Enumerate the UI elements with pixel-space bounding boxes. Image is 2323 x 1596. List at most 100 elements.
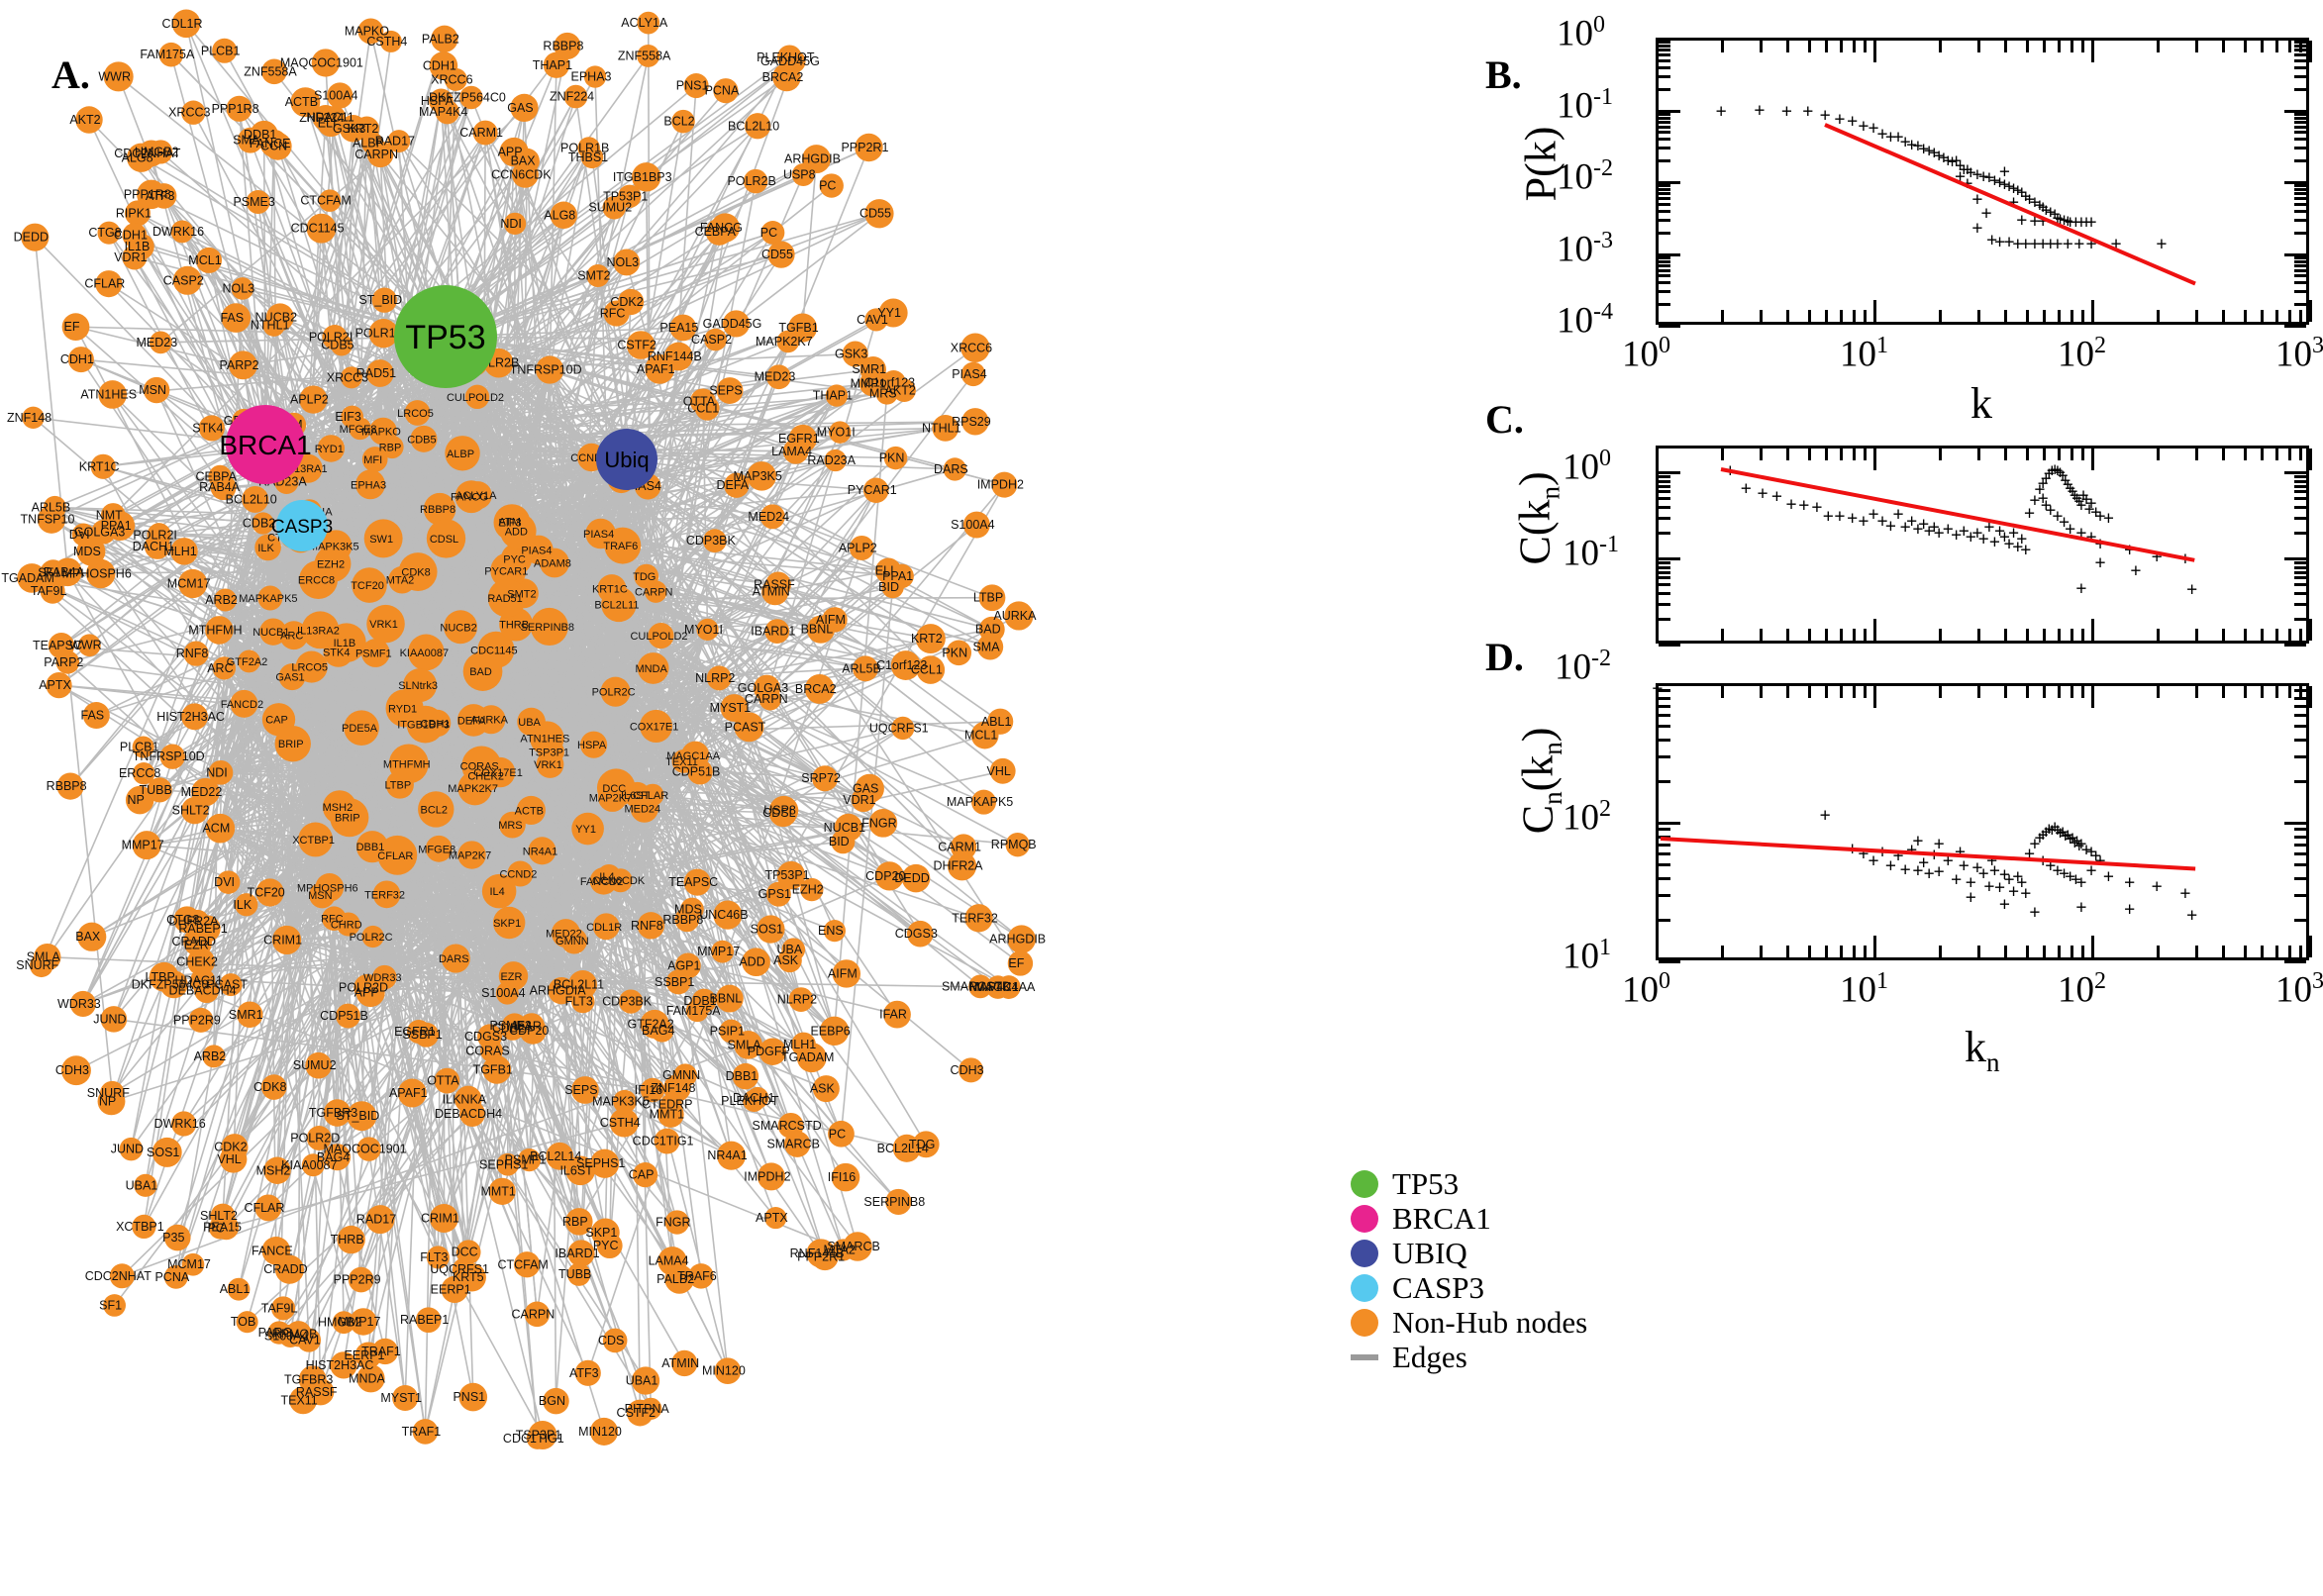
network-node[interactable]: [236, 1311, 258, 1334]
network-node[interactable]: [619, 989, 644, 1014]
network-node[interactable]: [183, 641, 209, 666]
network-node[interactable]: [255, 878, 284, 907]
network-node[interactable]: [103, 61, 134, 92]
network-node[interactable]: [163, 1264, 188, 1289]
network-node[interactable]: [776, 45, 802, 70]
network-node[interactable]: [1007, 925, 1036, 953]
network-node[interactable]: [210, 1203, 236, 1229]
network-node[interactable]: [260, 1074, 287, 1100]
network-node[interactable]: [499, 811, 526, 839]
network-node[interactable]: [289, 1386, 318, 1415]
network-node[interactable]: [306, 213, 337, 244]
network-node[interactable]: [299, 385, 328, 414]
network-node[interactable]: [745, 113, 771, 140]
network-node[interactable]: [819, 1016, 850, 1047]
network-node[interactable]: [298, 1365, 327, 1394]
network-node[interactable]: [596, 1233, 623, 1259]
network-node[interactable]: [563, 84, 588, 109]
network-node[interactable]: [387, 130, 411, 152]
network-node[interactable]: [100, 1006, 128, 1033]
network-node[interactable]: [568, 970, 597, 999]
network-node[interactable]: [961, 408, 989, 436]
network-node[interactable]: [221, 303, 252, 333]
network-node[interactable]: [964, 904, 993, 933]
network-node[interactable]: [188, 1007, 214, 1033]
network-node[interactable]: [567, 1240, 595, 1267]
network-node[interactable]: [164, 1224, 191, 1251]
network-node[interactable]: [372, 880, 401, 909]
network-node[interactable]: [657, 1101, 684, 1128]
network-node[interactable]: [637, 45, 660, 67]
network-node[interactable]: [492, 906, 526, 940]
network-node[interactable]: [1004, 601, 1034, 631]
network-node[interactable]: [418, 791, 454, 828]
network-node[interactable]: [514, 148, 540, 174]
network-node[interactable]: [602, 1328, 628, 1353]
network-node[interactable]: [706, 665, 732, 691]
network-node[interactable]: [366, 141, 394, 168]
network-node[interactable]: [663, 1074, 691, 1102]
network-node[interactable]: [510, 93, 539, 123]
network-node[interactable]: [99, 1080, 125, 1106]
network-node[interactable]: [548, 976, 575, 1005]
network-node[interactable]: [648, 623, 674, 649]
network-node[interactable]: [783, 1131, 811, 1157]
network-node[interactable]: [645, 353, 675, 384]
network-node[interactable]: [259, 618, 287, 646]
network-node[interactable]: [637, 912, 665, 940]
hub-node-tp53[interactable]: [394, 285, 497, 388]
network-node[interactable]: [189, 934, 212, 956]
network-node[interactable]: [75, 106, 103, 134]
network-node[interactable]: [864, 199, 894, 229]
network-node[interactable]: [426, 1246, 450, 1269]
network-node[interactable]: [457, 841, 486, 869]
network-node[interactable]: [434, 1067, 460, 1094]
network-node[interactable]: [589, 867, 618, 895]
network-node[interactable]: [178, 568, 208, 599]
network-node[interactable]: [787, 313, 818, 343]
network-node[interactable]: [602, 195, 627, 220]
network-node[interactable]: [688, 1263, 714, 1289]
network-node[interactable]: [76, 537, 106, 566]
network-node[interactable]: [444, 610, 478, 645]
network-node[interactable]: [989, 757, 1016, 784]
network-node[interactable]: [144, 533, 171, 559]
network-node[interactable]: [950, 834, 977, 860]
network-node[interactable]: [657, 1247, 687, 1276]
network-node[interactable]: [377, 835, 418, 875]
network-node[interactable]: [716, 377, 744, 404]
network-node[interactable]: [912, 1131, 940, 1158]
network-node[interactable]: [332, 1311, 355, 1335]
network-node[interactable]: [825, 384, 849, 407]
network-node[interactable]: [978, 616, 1005, 643]
network-node[interactable]: [482, 1055, 512, 1084]
network-node[interactable]: [205, 616, 234, 645]
network-node[interactable]: [498, 961, 529, 991]
network-node[interactable]: [301, 1153, 325, 1177]
network-node[interactable]: [371, 1338, 399, 1365]
network-node[interactable]: [210, 474, 237, 501]
network-node[interactable]: [354, 116, 380, 142]
network-node[interactable]: [274, 725, 311, 762]
network-node[interactable]: [397, 1078, 427, 1108]
network-node[interactable]: [406, 1020, 431, 1045]
network-node[interactable]: [915, 624, 946, 654]
network-node[interactable]: [812, 1075, 840, 1103]
network-node[interactable]: [715, 984, 744, 1013]
network-node[interactable]: [517, 1147, 542, 1172]
network-node[interactable]: [306, 1126, 332, 1150]
network-node[interactable]: [90, 453, 116, 479]
network-node[interactable]: [388, 565, 416, 594]
network-node[interactable]: [583, 65, 607, 88]
network-node[interactable]: [757, 915, 785, 944]
network-node[interactable]: [747, 461, 776, 491]
network-node[interactable]: [768, 795, 799, 826]
network-node[interactable]: [170, 220, 194, 244]
network-node[interactable]: [132, 831, 161, 860]
network-node[interactable]: [613, 1089, 637, 1114]
network-node[interactable]: [490, 552, 527, 589]
network-node[interactable]: [212, 656, 237, 680]
network-node[interactable]: [687, 758, 713, 785]
network-node[interactable]: [34, 943, 61, 971]
network-node[interactable]: [67, 347, 94, 373]
